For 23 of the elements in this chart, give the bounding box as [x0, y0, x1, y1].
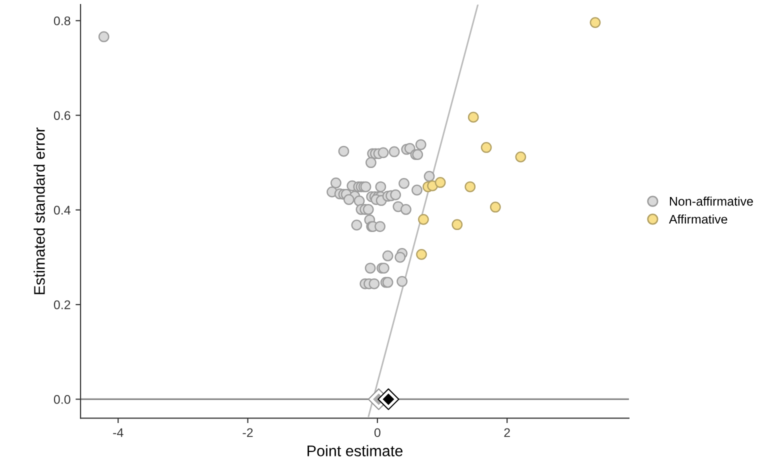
point [480, 142, 492, 153]
y-tick-label: 0.2 [54, 300, 70, 310]
x-tick-label: -2 [242, 428, 253, 437]
y-tick-label: 0.4 [54, 206, 70, 215]
y-tick-label: 0.6 [54, 111, 70, 120]
y-axis-title: Estimated standard error [34, 128, 45, 294]
point [418, 214, 429, 225]
point [464, 181, 476, 192]
x-tick-label: -4 [113, 428, 124, 437]
point [416, 248, 427, 260]
point [590, 17, 601, 28]
legend-label: Affirmative [668, 214, 728, 224]
point [468, 112, 479, 123]
legend-label: Non-affirmative [670, 196, 753, 206]
point [490, 202, 501, 213]
x-tick-label: 2 [504, 428, 510, 437]
x-axis-title: Point estimate [308, 445, 402, 456]
point [515, 152, 526, 162]
x-tick-label: 0 [374, 428, 380, 438]
point [434, 177, 446, 188]
y-tick-label: 0.8 [54, 16, 70, 26]
y-tick-label: 0.0 [54, 395, 70, 404]
point [452, 219, 463, 230]
